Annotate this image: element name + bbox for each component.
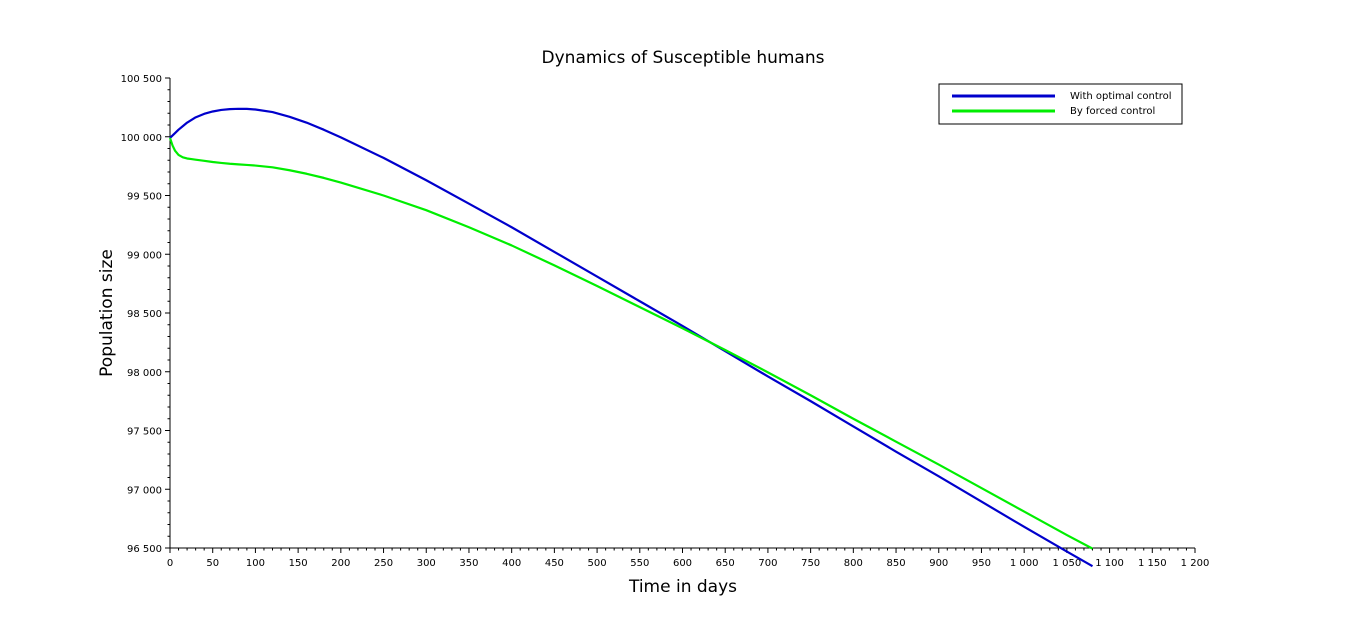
x-tick-label: 150: [289, 558, 308, 569]
x-tick-label: 200: [331, 558, 350, 569]
x-tick-label: 250: [374, 558, 393, 569]
y-tick-label: 96 500: [127, 544, 162, 555]
y-tick-label: 98 000: [127, 368, 162, 379]
x-tick-label: 550: [630, 558, 649, 569]
chart-title: Dynamics of Susceptible humans: [542, 48, 825, 68]
x-tick-label: 1 100: [1095, 558, 1124, 569]
series-line-forced: [168, 137, 1094, 550]
y-tick-label: 97 500: [127, 427, 162, 438]
x-ticks: 0 50 100 150 200 250 300 350 400 450 500 550 600 650 7…: [167, 548, 1210, 569]
x-tick-label: 1 000: [1010, 558, 1039, 569]
y-tick-label: 97 000: [127, 485, 162, 496]
y-tick-label: 99 000: [127, 250, 162, 261]
x-tick-label: 450: [545, 558, 564, 569]
x-tick-label: 0: [167, 558, 173, 569]
x-tick-label: 950: [972, 558, 991, 569]
x-tick-label: 850: [886, 558, 905, 569]
y-tick-label: 100 500: [121, 74, 162, 85]
x-tick-label: 650: [716, 558, 735, 569]
legend: With optimal control By forced control: [938, 83, 1183, 125]
x-tick-label: 600: [673, 558, 692, 569]
legend-label-forced: By forced control: [1070, 106, 1155, 117]
x-tick-label: 400: [502, 558, 521, 569]
y-tick-label: 98 500: [127, 309, 162, 320]
y-tick-label: 99 500: [127, 192, 162, 203]
x-tick-label: 700: [758, 558, 777, 569]
series-line-optimal: [169, 107, 1094, 568]
series-layer: [168, 107, 1094, 568]
y-ticks: 96 500 97 000 97 500 98 000 98 500 99 000 99 5…: [121, 74, 170, 555]
x-tick-label: 800: [844, 558, 863, 569]
x-axis-label: Time in days: [628, 577, 737, 597]
x-tick-label: 1 150: [1138, 558, 1167, 569]
legend-label-optimal: With optimal control: [1070, 91, 1172, 102]
x-tick-label: 100: [246, 558, 265, 569]
x-tick-label: 750: [801, 558, 820, 569]
x-tick-label: 500: [588, 558, 607, 569]
legend-box: [938, 83, 1183, 125]
x-tick-label: 50: [206, 558, 219, 569]
x-tick-label: 1 050: [1053, 558, 1082, 569]
x-tick-label: 900: [929, 558, 948, 569]
y-tick-label: 100 000: [121, 133, 162, 144]
x-tick-label: 300: [417, 558, 436, 569]
x-tick-label: 1 200: [1181, 558, 1210, 569]
plot-area: 0 50 100 150 200 250 300 350 400 450 500 550 600 650 7…: [121, 74, 1210, 569]
y-axis-label: Population size: [97, 249, 117, 377]
x-tick-label: 350: [459, 558, 478, 569]
